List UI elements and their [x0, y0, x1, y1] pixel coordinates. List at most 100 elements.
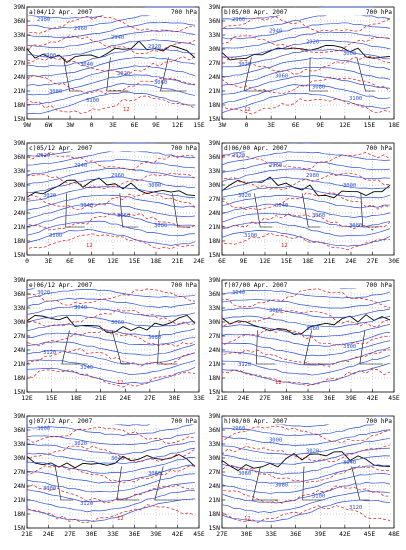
lat-label: 36N: [208, 153, 220, 161]
contour-label: 3040: [111, 456, 124, 462]
geopotential-contour: [221, 168, 391, 183]
geopotential-contour: [26, 56, 196, 77]
lat-label: 18N: [13, 237, 25, 245]
country-border: [243, 57, 270, 92]
temperature-contour: [26, 465, 196, 484]
title-backdrop: [27, 143, 199, 152]
lon-label: 18E: [150, 257, 162, 265]
lon-label: 18E: [70, 394, 82, 402]
geopotential-contour: [221, 75, 391, 95]
contour-label: 3120: [238, 362, 251, 368]
geopotential-contour: [26, 350, 196, 365]
lat-label: 33N: [13, 31, 25, 39]
contour-label: 3040: [74, 305, 87, 311]
geopotential-contour: [26, 457, 196, 474]
contour-label: 3060: [111, 320, 124, 326]
geopotential-contour: [26, 498, 196, 522]
lon-label: 42E: [172, 530, 184, 538]
lon-label: 24E: [193, 257, 205, 265]
lon-label: 24E: [43, 530, 55, 538]
lon-label: 3E: [45, 257, 53, 265]
lat-label: 39N: [13, 139, 25, 147]
contour-label: 3080: [49, 89, 62, 95]
panel-title: a)04/12 Apr. 2007: [29, 9, 93, 16]
panel-title: b)05/00 Apr. 2007: [224, 9, 288, 16]
lon-label: 3W: [218, 121, 226, 129]
panel-level: 700 hPa: [171, 145, 197, 152]
geopotential-contour: [221, 84, 391, 105]
contour-label: 3020: [238, 193, 251, 199]
contour-label: 2940: [74, 163, 87, 169]
contour-label: 3060: [148, 471, 161, 477]
lon-label: 36E: [129, 530, 141, 538]
temperature-contour: [26, 288, 196, 306]
contour-label: 2980: [37, 17, 50, 23]
lon-label: 18E: [388, 121, 400, 129]
title-backdrop: [27, 7, 199, 16]
geopotential-contour: [221, 40, 391, 58]
contour-label: 2900: [43, 53, 56, 59]
title-backdrop: [27, 280, 199, 289]
geopotential-contour: [221, 31, 391, 49]
geopotential-contour: [221, 482, 391, 504]
temperature-contour: [26, 95, 196, 114]
lon-label: 30E: [241, 530, 253, 538]
lon-label: 12E: [259, 257, 271, 265]
lon-label: 6E: [218, 257, 226, 265]
temperature-contour: [221, 368, 391, 386]
lat-label: 30N: [208, 318, 220, 326]
lon-label: 39E: [315, 530, 327, 538]
lat-label: 27N: [13, 468, 25, 476]
contour-label: 3000: [37, 426, 50, 432]
lat-label: 33N: [13, 304, 25, 312]
geopotential-contour: [26, 168, 196, 185]
lat-label: 27N: [208, 332, 220, 340]
lat-label: 21N: [208, 496, 220, 504]
lon-label: 33E: [193, 394, 205, 402]
panel-level: 700 hPa: [366, 282, 392, 289]
lon-label: 27E: [259, 394, 271, 402]
lon-label: 36E: [324, 394, 336, 402]
panel-level: 700 hPa: [366, 9, 392, 16]
geopotential-contour: [221, 48, 391, 68]
lat-label: 39N: [208, 412, 220, 420]
lon-label: 9E: [316, 121, 324, 129]
temperature-contour: [221, 444, 391, 463]
lon-label: 0: [90, 121, 94, 129]
geopotential-contour: [26, 48, 196, 68]
panel-title: h)08/00 Apr. 2007: [224, 418, 288, 425]
lat-label: 36N: [208, 17, 220, 25]
temperature-contour: [221, 16, 391, 32]
lat-label: 30N: [13, 181, 25, 189]
geopotential-contour: [26, 83, 196, 106]
contour-label: 3060: [275, 73, 288, 79]
contour-label: 3100: [349, 96, 362, 102]
panel-level: 700 hPa: [366, 145, 392, 152]
temperature-contour: [221, 98, 391, 115]
lon-label: 15E: [129, 257, 141, 265]
lon-label: 6E: [131, 121, 139, 129]
lat-label: 15N: [208, 388, 220, 396]
geopotential-contour: [221, 93, 391, 114]
temperature-contour: [26, 369, 196, 388]
contour-label: 3020: [117, 71, 130, 77]
geopotential-contour: [26, 489, 196, 513]
contour-label: 3080: [306, 326, 319, 332]
lat-label: 39N: [13, 276, 25, 284]
temperature-contour: [221, 328, 391, 347]
geopotential-contour: [221, 499, 391, 523]
geopotential-contour: [26, 203, 196, 220]
lat-label: 33N: [208, 31, 220, 39]
geopotential-contour: [221, 346, 391, 366]
country-border: [111, 330, 131, 365]
geopotential-contour: [221, 298, 391, 309]
temperature-contour: [221, 349, 391, 367]
lon-label: 45E: [193, 530, 205, 538]
lon-label: 21E: [172, 257, 184, 265]
geopotential-contour: [26, 229, 196, 246]
lat-label: 36N: [13, 153, 25, 161]
contour-label: 3100: [244, 233, 257, 239]
temperature-contour: [221, 288, 391, 308]
temperature-contour: [221, 310, 391, 328]
lon-label: 6E: [292, 121, 300, 129]
